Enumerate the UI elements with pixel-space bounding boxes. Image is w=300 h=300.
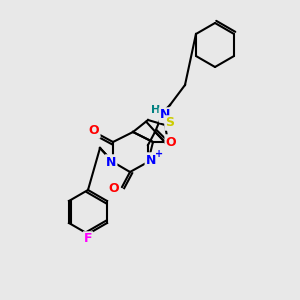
Text: +: + bbox=[155, 149, 163, 159]
Text: N: N bbox=[106, 155, 116, 169]
Text: N: N bbox=[146, 154, 156, 166]
Text: H: H bbox=[152, 105, 160, 115]
Text: S: S bbox=[166, 116, 175, 130]
Text: O: O bbox=[89, 124, 99, 137]
Text: O: O bbox=[109, 182, 119, 196]
Text: N: N bbox=[160, 109, 170, 122]
Text: O: O bbox=[166, 136, 176, 148]
Text: F: F bbox=[84, 232, 92, 245]
